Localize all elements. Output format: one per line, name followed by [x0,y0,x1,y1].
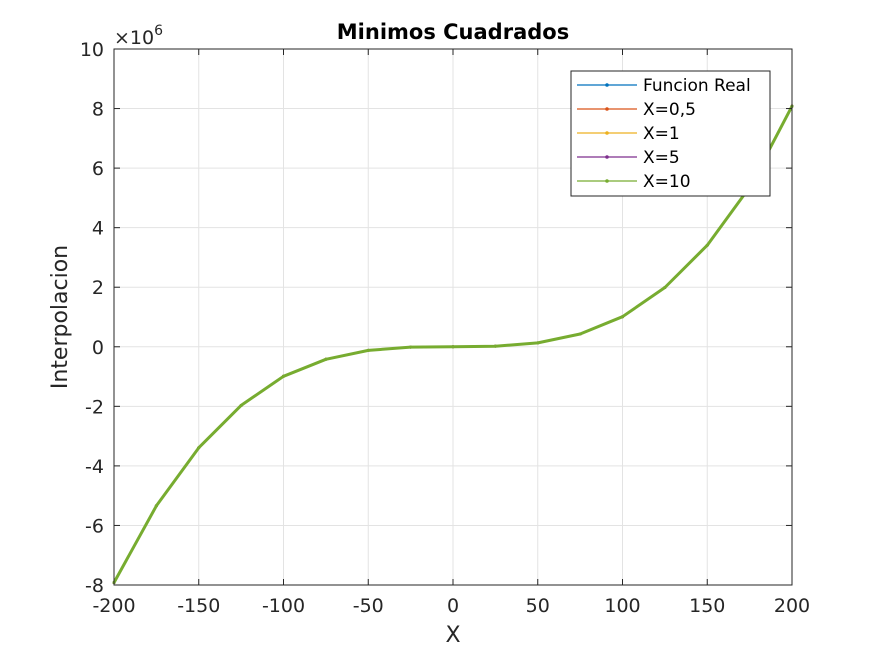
y-exponent-label: ×106 [114,23,163,49]
x-axis-ticks: -200 -150 -100 -50 0 50 100 150 200 [92,49,810,617]
series-point [197,446,201,450]
y-axis-label: Interpolacion [48,245,73,389]
x-tick-label: -150 [177,595,220,617]
x-tick-label: 150 [689,595,725,617]
y-tick-label: -8 [85,575,104,597]
legend-label-1: X=0,5 [643,100,696,120]
series-point [154,504,158,508]
y-tick-label: -4 [85,456,104,478]
x-tick-label: -50 [353,595,384,617]
chart-title: Minimos Cuadrados [337,20,569,44]
legend-label-4: X=10 [643,172,691,192]
y-tick-label: 0 [92,337,104,359]
y-axis-ticks: -8 -6 -4 -2 0 2 4 6 8 10 [80,39,792,597]
legend-marker-3 [605,155,609,159]
legend-marker-4 [605,179,609,183]
series-point [578,332,582,336]
legend-marker-2 [605,131,609,135]
y-tick-label: 2 [92,277,104,299]
x-tick-label: -100 [262,595,305,617]
series-point [493,344,497,348]
series-point [621,315,624,319]
series-point [451,345,455,349]
x-tick-label: 200 [774,595,810,617]
series-point [324,357,328,361]
legend-label-2: X=1 [643,124,680,144]
series-point [663,286,667,290]
y-tick-label: 10 [80,39,104,61]
x-tick-label: 50 [526,595,550,617]
series-point [282,374,285,378]
legend: Funcion Real X=0,5 X=1 X=5 X=10 [570,70,771,197]
series-point [705,243,709,247]
series-point [536,341,540,345]
legend-label-0: Funcion Real [643,76,751,96]
legend-label-3: X=5 [643,148,680,168]
x-tick-label: 0 [447,595,459,617]
y-tick-label: 8 [92,99,104,121]
series-point [239,403,243,407]
series-layer [112,104,794,585]
series-point [409,345,413,349]
x-tick-label: 100 [604,595,640,617]
y-tick-label: -6 [85,515,104,537]
y-tick-label: 4 [92,218,104,240]
x-axis-label: X [445,623,460,648]
legend-marker-0 [605,83,609,87]
y-tick-label: -2 [85,396,104,418]
y-tick-label: 6 [92,158,104,180]
legend-marker-1 [605,107,609,111]
series-point [366,348,370,352]
x-tick-label: -200 [92,595,135,617]
